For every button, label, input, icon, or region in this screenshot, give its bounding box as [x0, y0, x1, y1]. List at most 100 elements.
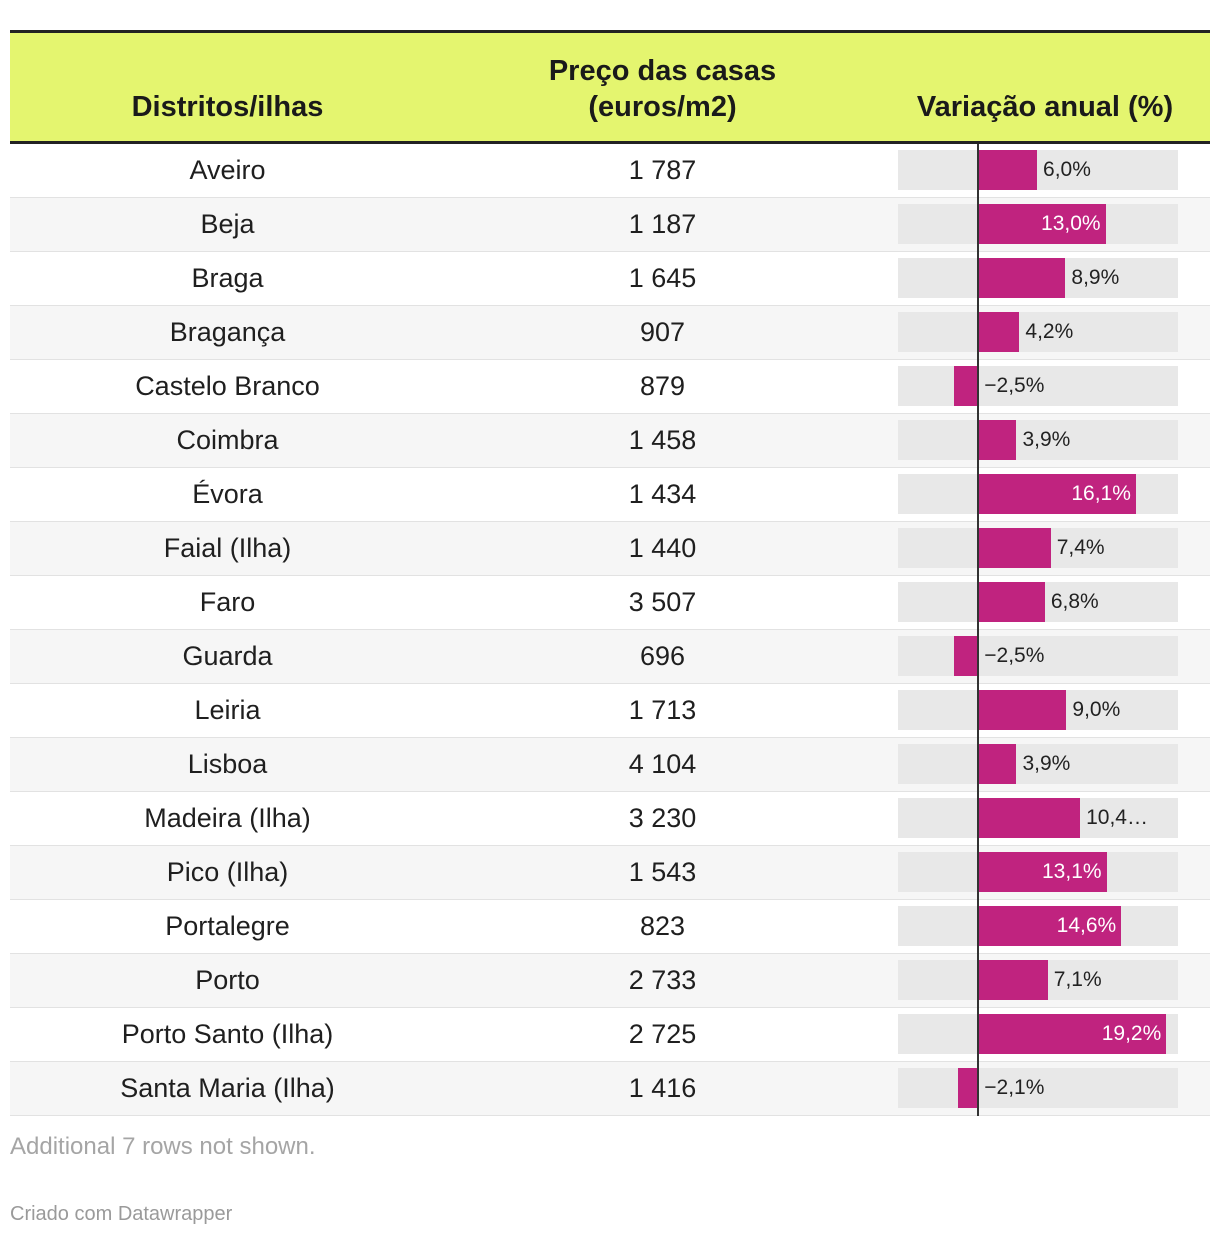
change-bar-track: 3,9%: [898, 420, 1178, 460]
house-price: 1 458: [628, 425, 697, 455]
change-label: −2,5%: [984, 374, 1045, 397]
table-header: Distritos/ilhas Preço das casas (euros/m…: [10, 30, 1210, 144]
house-price: 1 713: [628, 695, 697, 725]
change-bar: [978, 690, 1067, 730]
table-row: Pico (Ilha) 1 543 13,1%: [10, 846, 1210, 900]
table-row: Braga 1 645 8,9%: [10, 252, 1210, 306]
change-bar: [953, 366, 979, 406]
house-price: 1 787: [628, 155, 697, 185]
change-bar: [978, 798, 1081, 838]
district-name: Beja: [200, 209, 255, 239]
change-bar: [978, 204, 1106, 244]
change-label: 13,1%: [1042, 860, 1102, 883]
change-bar-track: 3,9%: [898, 744, 1178, 784]
datawrapper-credit[interactable]: Criado com Datawrapper: [10, 1203, 233, 1225]
change-bar-track: 6,0%: [898, 150, 1178, 190]
header-price[interactable]: Preço das casas (euros/m2): [445, 53, 880, 125]
header-district[interactable]: Distritos/ilhas: [131, 91, 324, 123]
change-bar: [978, 528, 1051, 568]
change-bar: [978, 150, 1037, 190]
district-name: Castelo Branco: [135, 371, 320, 401]
change-bar: [978, 582, 1045, 622]
district-name: Faial (Ilha): [163, 533, 292, 563]
district-name: Braga: [191, 263, 264, 293]
district-name: Pico (Ilha): [166, 857, 289, 887]
change-bar-track: 9,0%: [898, 690, 1178, 730]
change-bar-track: 13,0%: [898, 204, 1178, 244]
change-bar: [978, 474, 1136, 514]
table-row: Portalegre 823 14,6%: [10, 900, 1210, 954]
change-bar-track: −2,5%: [898, 366, 1178, 406]
header-annual-change[interactable]: Variação anual (%): [916, 91, 1174, 123]
change-label: 3,9%: [1022, 752, 1071, 775]
table-row: Coimbra 1 458 3,9%: [10, 414, 1210, 468]
table-row: Santa Maria (Ilha) 1 416 −2,1%: [10, 1062, 1210, 1116]
change-bar: [953, 636, 979, 676]
change-bar-track: 7,4%: [898, 528, 1178, 568]
house-price: 1 440: [628, 533, 697, 563]
district-name: Madeira (Ilha): [144, 803, 311, 833]
change-bar-track: 7,1%: [898, 960, 1178, 1000]
change-label: 8,9%: [1071, 266, 1120, 289]
district-name: Leiria: [194, 695, 261, 725]
change-bar-track: 4,2%: [898, 312, 1178, 352]
data-table: Distritos/ilhas Preço das casas (euros/m…: [10, 30, 1210, 1116]
table-row: Évora 1 434 16,1%: [10, 468, 1210, 522]
change-bar: [978, 906, 1122, 946]
district-name: Bragança: [169, 317, 286, 347]
table-row: Aveiro 1 787 6,0%: [10, 144, 1210, 198]
change-label: 6,8%: [1050, 590, 1099, 613]
district-name: Santa Maria (Ilha): [120, 1073, 335, 1103]
table-row: Leiria 1 713 9,0%: [10, 684, 1210, 738]
house-price: 4 104: [628, 749, 697, 779]
district-name: Évora: [192, 479, 263, 509]
table-row: Faial (Ilha) 1 440 7,4%: [10, 522, 1210, 576]
header-price-line1: Preço das casas: [548, 55, 777, 87]
house-price: 1 434: [628, 479, 697, 509]
change-bar-track: −2,5%: [898, 636, 1178, 676]
table-row: Guarda 696 −2,5%: [10, 630, 1210, 684]
change-label: 19,2%: [1101, 1022, 1162, 1045]
change-bar-track: 6,8%: [898, 582, 1178, 622]
district-name: Lisboa: [187, 749, 268, 779]
table-row: Porto Santo (Ilha) 2 725 19,2%: [10, 1008, 1210, 1062]
change-label: 3,9%: [1022, 428, 1071, 451]
change-bar-track: 10,4…: [898, 798, 1178, 838]
change-label: 7,4%: [1056, 536, 1105, 559]
change-label: 16,1%: [1071, 482, 1131, 505]
change-bar: [978, 852, 1107, 892]
district-name: Portalegre: [165, 911, 290, 941]
change-bar: [978, 744, 1017, 784]
district-name: Porto: [195, 965, 260, 995]
table-row: Faro 3 507 6,8%: [10, 576, 1210, 630]
change-label: 13,0%: [1041, 212, 1101, 235]
change-bar-track: 16,1%: [898, 474, 1178, 514]
house-price: 3 507: [628, 587, 697, 617]
change-label: −2,5%: [984, 644, 1045, 667]
change-bar-track: 8,9%: [898, 258, 1178, 298]
change-label: 9,0%: [1072, 698, 1121, 721]
house-price: 2 725: [628, 1019, 697, 1049]
house-price: 1 187: [628, 209, 697, 239]
table-row: Beja 1 187 13,0%: [10, 198, 1210, 252]
change-bar: [978, 258, 1066, 298]
header-price-line2: (euros/m2): [588, 91, 737, 123]
house-price: 879: [639, 371, 686, 401]
table-row: Lisboa 4 104 3,9%: [10, 738, 1210, 792]
change-label: −2,1%: [984, 1076, 1045, 1099]
change-label: 14,6%: [1056, 914, 1117, 937]
district-name: Guarda: [182, 641, 273, 671]
house-price: 823: [639, 911, 686, 941]
change-bar: [978, 420, 1017, 460]
table-row: Madeira (Ilha) 3 230 10,4…: [10, 792, 1210, 846]
change-bar-track: 14,6%: [898, 906, 1178, 946]
zero-baseline: [977, 144, 980, 1116]
house-price: 1 543: [628, 857, 697, 887]
district-name: Porto Santo (Ilha): [121, 1019, 334, 1049]
change-bar-track: 13,1%: [898, 852, 1178, 892]
district-name: Faro: [199, 587, 256, 617]
house-price: 1 416: [628, 1073, 697, 1103]
house-price: 1 645: [628, 263, 697, 293]
rows-not-shown-note: Additional 7 rows not shown.: [10, 1133, 316, 1160]
district-name: Coimbra: [176, 425, 279, 455]
